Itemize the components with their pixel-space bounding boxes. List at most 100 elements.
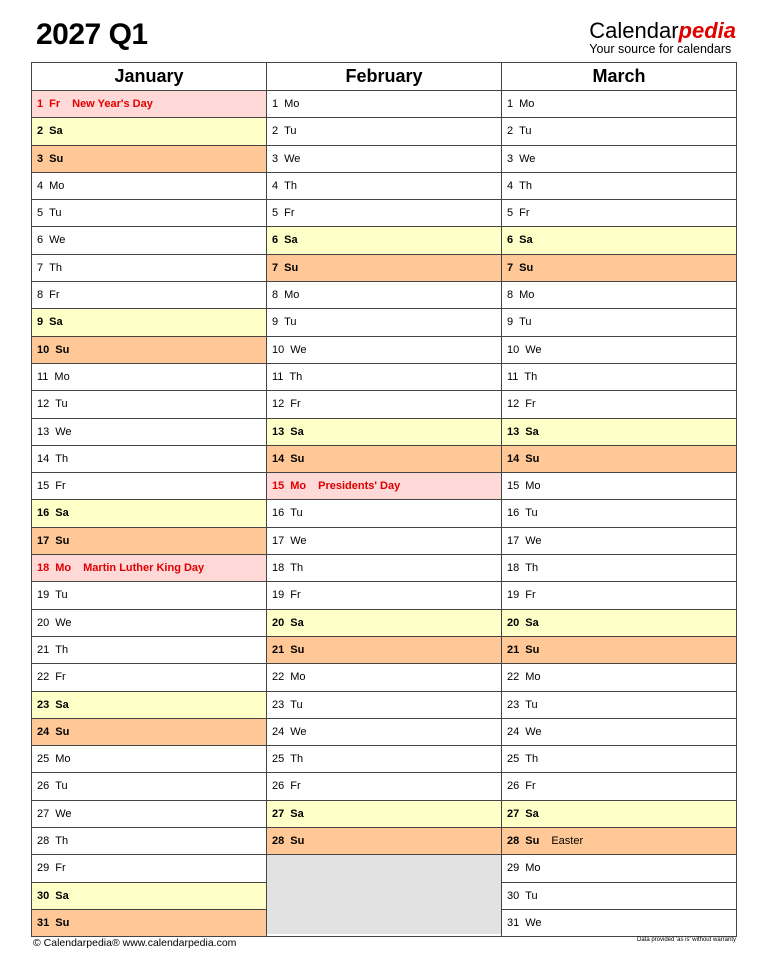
day-cell[interactable]: 25 Th [267, 746, 501, 774]
day-cell[interactable]: 22 Fr [32, 664, 266, 692]
day-cell[interactable]: 3 We [502, 146, 736, 173]
day-cell[interactable]: 8 Mo [502, 282, 736, 310]
day-cell[interactable]: 27 We [32, 801, 266, 829]
day-cell[interactable]: 5 Tu [32, 200, 266, 228]
day-cell[interactable]: 7 Su [502, 254, 736, 283]
day-cell[interactable]: 23 Tu [502, 692, 736, 719]
day-cell[interactable]: 11 Mo [32, 364, 266, 392]
day-cell[interactable]: 31 Su [32, 909, 266, 937]
day-cell[interactable]: 3 We [267, 146, 501, 173]
weekday-label: Mo [284, 98, 300, 110]
day-cell[interactable]: 30 Sa [32, 882, 266, 910]
day-cell[interactable]: 6 Sa [267, 227, 501, 255]
day-cell[interactable]: 8 Fr [32, 282, 266, 310]
day-cell[interactable]: 27 Sa [267, 800, 501, 829]
day-cell[interactable]: 21 Su [267, 636, 501, 665]
day-cell[interactable]: 28 Th [32, 828, 266, 856]
day-cell[interactable]: 1 Mo [502, 91, 736, 119]
day-cell[interactable]: 28 Su Easter [502, 828, 736, 856]
day-cell[interactable]: 31 We [502, 910, 736, 936]
day-cell[interactable]: 21 Th [32, 637, 266, 665]
day-cell[interactable]: 24 Su [32, 718, 266, 747]
day-cell[interactable]: 10 We [267, 337, 501, 364]
day-cell[interactable]: 12 Fr [267, 391, 501, 419]
day-cell[interactable]: 11 Th [502, 364, 736, 392]
day-cell[interactable]: 1 Fr New Year's Day [32, 91, 266, 119]
day-cell[interactable]: 15 Fr [32, 473, 266, 501]
day-cell[interactable]: 29 Mo [502, 855, 736, 883]
day-cell[interactable]: 26 Fr [502, 773, 736, 801]
day-cell[interactable]: 26 Fr [267, 773, 501, 801]
day-cell[interactable]: 25 Th [502, 746, 736, 774]
day-cell[interactable]: 6 Sa [502, 227, 736, 255]
day-cell[interactable]: 17 We [502, 528, 736, 556]
day-cell[interactable]: 10 Su [32, 336, 266, 364]
day-number: 10 [272, 343, 285, 356]
day-cell[interactable]: 2 Tu [502, 118, 736, 146]
day-cell[interactable]: 9 Tu [502, 309, 736, 337]
day-cell[interactable]: 15 Mo Presidents' Day [267, 473, 501, 501]
day-cell[interactable]: 7 Th [32, 255, 266, 283]
day-cell[interactable]: 22 Mo [502, 664, 736, 692]
day-number: 1 [272, 98, 279, 110]
day-cell[interactable]: 18 Th [502, 555, 736, 583]
day-cell[interactable]: 18 Mo Martin Luther King Day [32, 555, 266, 583]
day-number: 9 [37, 316, 44, 329]
day-cell[interactable]: 19 Fr [267, 582, 501, 610]
day-cell[interactable]: 9 Sa [32, 309, 266, 337]
day-cell[interactable]: 16 Tu [267, 500, 501, 528]
day-cell[interactable]: 5 Fr [267, 200, 501, 228]
day-cell[interactable]: 13 Sa [267, 418, 501, 446]
day-cell[interactable]: 12 Tu [32, 391, 266, 419]
weekday-label: We [290, 725, 307, 738]
day-number: 20 [272, 616, 285, 629]
day-cell[interactable]: 14 Su [502, 445, 736, 474]
day-cell[interactable]: 18 Th [267, 555, 501, 583]
day-cell[interactable]: 5 Fr [502, 200, 736, 228]
day-cell[interactable]: 23 Tu [267, 692, 501, 719]
day-number: 9 [507, 316, 514, 329]
day-cell[interactable]: 27 Sa [502, 800, 736, 829]
day-cell[interactable]: 20 We [32, 610, 266, 637]
day-cell[interactable]: 19 Tu [32, 582, 266, 610]
day-cell[interactable]: 4 Th [502, 173, 736, 201]
day-cell[interactable]: 28 Su [267, 828, 501, 856]
day-cell[interactable]: 2 Tu [267, 118, 501, 146]
day-cell[interactable]: 20 Sa [267, 609, 501, 637]
day-cell[interactable]: 13 We [32, 419, 266, 446]
day-cell[interactable]: 4 Th [267, 173, 501, 201]
day-cell[interactable]: 21 Su [502, 636, 736, 665]
day-cell[interactable]: 1 Mo [267, 91, 501, 119]
day-cell[interactable]: 24 We [502, 719, 736, 747]
day-cell[interactable]: 24 We [267, 719, 501, 747]
day-cell[interactable]: 29 Fr [32, 855, 266, 883]
day-cell[interactable]: 11 Th [267, 364, 501, 392]
day-cell[interactable]: 8 Mo [267, 282, 501, 310]
day-cell[interactable]: 26 Tu [32, 773, 266, 801]
day-cell[interactable]: 13 Sa [502, 418, 736, 446]
day-cell[interactable]: 2 Sa [32, 118, 266, 146]
day-cell[interactable]: 20 Sa [502, 609, 736, 637]
day-cell[interactable]: 6 We [32, 227, 266, 255]
day-cell[interactable]: 9 Tu [267, 309, 501, 337]
day-cell[interactable]: 19 Fr [502, 582, 736, 610]
day-cell[interactable]: 17 Su [32, 527, 266, 556]
day-cell[interactable]: 16 Sa [32, 500, 266, 528]
day-cell[interactable]: 15 Mo [502, 473, 736, 501]
day-cell[interactable]: 16 Tu [502, 500, 736, 528]
weekday-label: Mo [525, 671, 541, 684]
day-cell[interactable]: 14 Th [32, 446, 266, 474]
day-cell[interactable]: 10 We [502, 337, 736, 364]
day-cell[interactable]: 4 Mo [32, 173, 266, 201]
day-cell[interactable]: 7 Su [267, 254, 501, 283]
day-cell[interactable]: 22 Mo [267, 664, 501, 692]
day-cell[interactable]: 12 Fr [502, 391, 736, 419]
day-cell[interactable]: 25 Mo [32, 746, 266, 774]
day-cell[interactable]: 23 Sa [32, 691, 266, 719]
calendarpedia-logo[interactable]: Calendarpedia Your source for calendars [589, 20, 736, 57]
day-cell[interactable]: 14 Su [267, 445, 501, 474]
day-number: 30 [507, 889, 520, 902]
day-cell[interactable]: 30 Tu [502, 883, 736, 910]
day-cell[interactable]: 3 Su [32, 145, 266, 173]
day-cell[interactable]: 17 We [267, 528, 501, 556]
